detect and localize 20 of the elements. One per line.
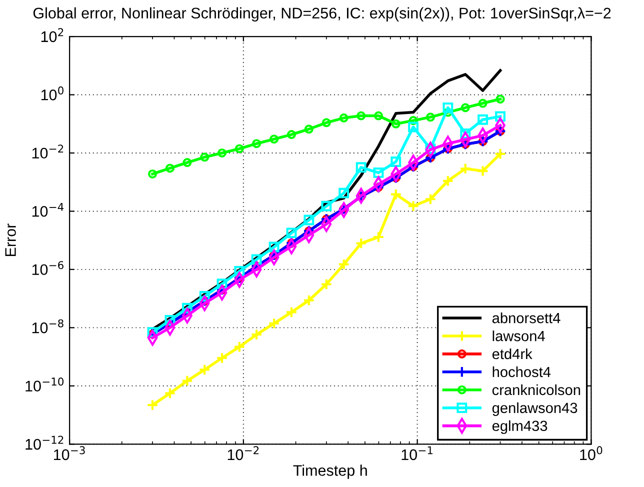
x-tick-label: 10$^{−2}$: [228, 446, 259, 460]
legend-label: etd4rk: [492, 348, 532, 360]
x-axis-title: Timestep h: [293, 464, 367, 479]
x-tick-label: 10$^{−1}$: [402, 446, 432, 460]
y-tick-label: 10$^{−4}$: [32, 203, 64, 217]
legend-label: eglm433: [492, 420, 548, 434]
y-tick-label: 10$^{−8}$: [32, 319, 64, 334]
y-tick-label: 10$^{−10}$: [26, 378, 64, 392]
y-tick-label: 10$^{−2}$: [32, 144, 64, 159]
y-tick-label: 10$^{2}$: [41, 28, 64, 42]
x-tick-label: 10$^{0}$: [580, 446, 602, 460]
y-axis-title: Error: [5, 224, 16, 256]
y-tick-label: 10$^{−6}$: [32, 261, 64, 276]
legend-label: cranknicolson: [492, 384, 580, 396]
legend-label: abnorsett4: [492, 312, 560, 324]
chart-title: Global error, Nonlinear Schrödinger, ND=256, IC: exp(sin(2x)), Pot: 1overSinSqr,λ=−2: [33, 7, 611, 22]
y-tick-label: 10$^{0}$: [41, 86, 64, 100]
legend-label: hochost4: [492, 366, 551, 378]
legend-label: lawson4: [492, 330, 545, 342]
legend-label: genlawson43: [492, 402, 578, 416]
